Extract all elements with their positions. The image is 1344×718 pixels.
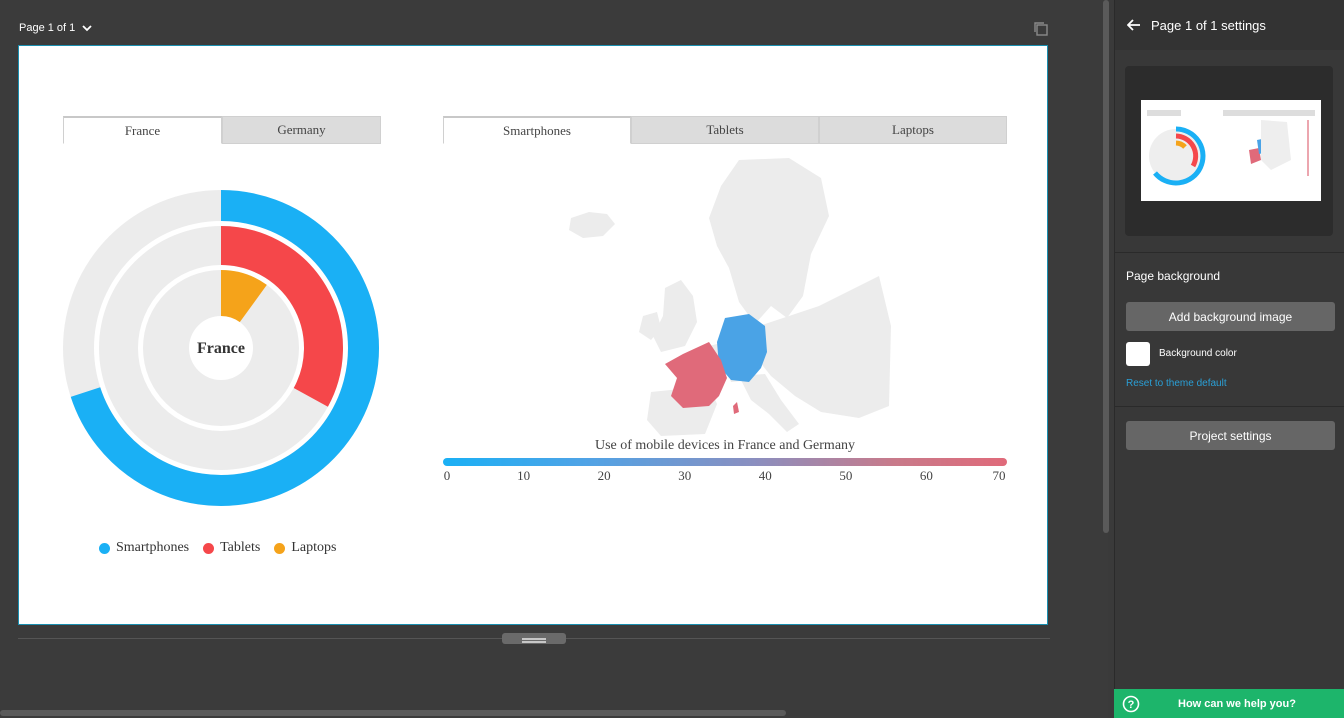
drag-handle-icon [522, 638, 546, 643]
legend-label: Tablets [220, 540, 261, 555]
settings-panel: Page 1 of 1 settings Page background Add… [1114, 0, 1344, 718]
chevron-down-icon [82, 25, 92, 32]
map-region-italy [739, 374, 799, 432]
resize-handle[interactable] [502, 633, 566, 644]
legend-dot [99, 542, 110, 554]
map-region-eastern-europe [755, 276, 891, 418]
scale-tick-label: 60 [919, 468, 933, 483]
background-color-label: Background color [1159, 348, 1237, 359]
horizontal-scrollbar[interactable] [0, 710, 786, 716]
color-scale-bar [443, 458, 1007, 466]
radial-bar-laptops[interactable] [219, 270, 267, 323]
scale-tick-label: 0 [443, 468, 451, 483]
help-label: How can we help you? [1178, 697, 1296, 710]
reset-theme-link[interactable]: Reset to theme default [1126, 378, 1227, 389]
legend-item-smartphones[interactable]: Smartphones [99, 540, 189, 556]
page-thumbnail[interactable] [1125, 66, 1333, 236]
map-region-ireland [639, 312, 661, 340]
legend-dot [274, 542, 286, 554]
color-scale-labels: 0 10 20 30 40 50 60 70 [443, 468, 1007, 484]
separator [1115, 406, 1344, 407]
scale-tick-label: 30 [678, 468, 692, 483]
tab-smartphones[interactable]: Smartphones [443, 116, 631, 144]
page-selector[interactable]: Page 1 of 1 [19, 22, 93, 34]
separator [1115, 252, 1344, 253]
duplicate-page-icon[interactable] [1033, 21, 1049, 37]
scale-tick-label: 20 [597, 468, 611, 483]
donut-tabs: France Germany [63, 116, 381, 144]
add-background-image-button[interactable]: Add background image [1126, 302, 1335, 331]
donut-legend: Smartphones Tablets Laptops [99, 540, 336, 556]
scale-tick-label: 40 [758, 468, 772, 483]
scale-tick-label: 70 [992, 468, 1006, 483]
map-title: Use of mobile devices in France and Germ… [594, 438, 856, 453]
radial-bar-tablets[interactable] [220, 226, 343, 407]
background-color-swatch[interactable] [1126, 342, 1150, 366]
map-region-germany [717, 314, 767, 382]
tab-tablets[interactable]: Tablets [631, 116, 819, 144]
help-circle-icon: ? [1122, 695, 1140, 712]
radial-bar-smartphones[interactable] [70, 190, 379, 506]
tab-laptops[interactable]: Laptops [819, 116, 1007, 144]
scale-tick-label: 50 [839, 468, 853, 483]
legend-dot [203, 542, 215, 554]
europe-map [569, 158, 891, 436]
radial-bar-chart: France [63, 190, 379, 506]
panel-title: Page 1 of 1 settings [1151, 17, 1266, 33]
workspace: Page 1 of 1 France Germany France [18, 0, 1109, 644]
center-hole [189, 316, 253, 380]
tab-germany[interactable]: Germany [222, 116, 381, 144]
panel-header: Page 1 of 1 settings [1115, 0, 1344, 50]
legend-item-laptops[interactable]: Laptops [274, 540, 336, 556]
thumbnail-preview [1141, 100, 1321, 201]
help-bar[interactable]: ? How can we help you? [1114, 689, 1344, 718]
thumbnail-graphic [1147, 110, 1315, 186]
map-tabs: Smartphones Tablets Laptops [443, 116, 1007, 144]
vertical-scrollbar[interactable] [1103, 0, 1109, 533]
legend-item-tablets[interactable]: Tablets [203, 540, 260, 556]
project-settings-button[interactable]: Project settings [1126, 421, 1335, 450]
legend-label: Smartphones [116, 540, 190, 555]
page-canvas[interactable]: France Germany France Smartphones Tablet… [18, 45, 1048, 625]
map-region-iceland [569, 212, 615, 238]
svg-text:?: ? [1128, 699, 1135, 711]
map-region-scandinavia [709, 158, 829, 324]
back-arrow-icon[interactable] [1127, 18, 1141, 32]
legend-label: Laptops [291, 540, 337, 555]
scale-tick-label: 10 [517, 468, 531, 483]
page-selector-label: Page 1 of 1 [19, 22, 76, 34]
tab-france[interactable]: France [63, 116, 222, 144]
map-region-british-isles [653, 280, 697, 352]
donut-center-label: France [197, 340, 245, 357]
map-region-corsica [733, 402, 739, 414]
page-background-label: Page background [1126, 269, 1221, 283]
map-region-france [665, 342, 727, 408]
